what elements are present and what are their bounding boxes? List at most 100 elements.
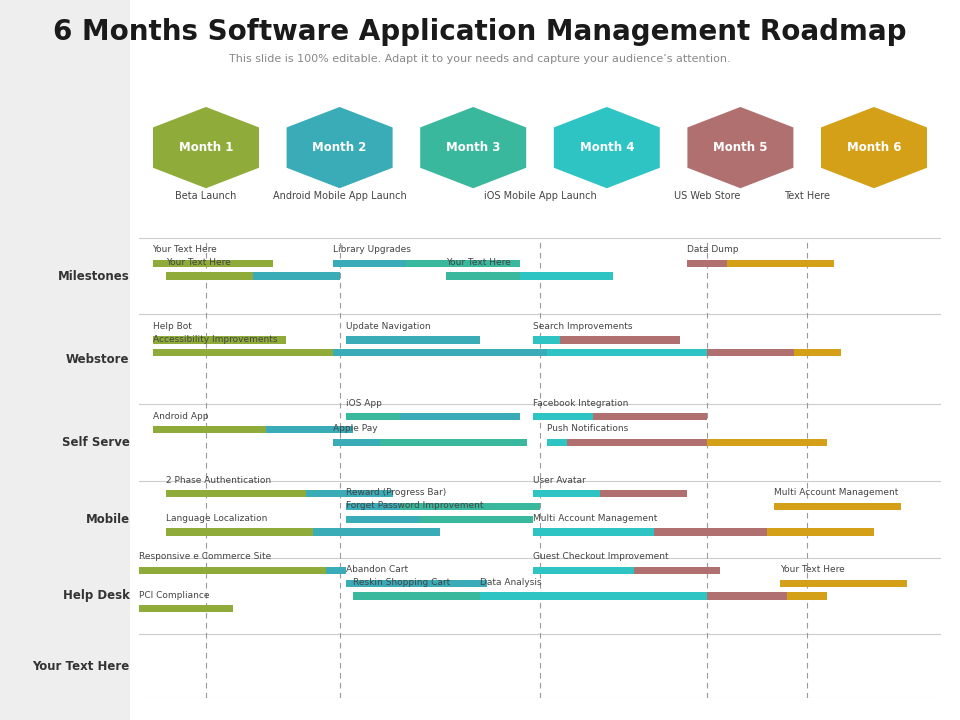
- FancyBboxPatch shape: [153, 349, 333, 356]
- FancyBboxPatch shape: [399, 413, 520, 420]
- FancyBboxPatch shape: [420, 516, 534, 523]
- Text: Responsive e Commerce Site: Responsive e Commerce Site: [139, 552, 272, 562]
- Text: Beta Launch: Beta Launch: [176, 191, 237, 201]
- Text: Android Mobile App Launch: Android Mobile App Launch: [273, 191, 406, 201]
- FancyBboxPatch shape: [534, 490, 600, 497]
- FancyBboxPatch shape: [600, 490, 687, 497]
- Text: PCI Compliance: PCI Compliance: [139, 591, 209, 600]
- FancyBboxPatch shape: [266, 426, 353, 433]
- FancyBboxPatch shape: [333, 439, 379, 446]
- Text: Search Improvements: Search Improvements: [534, 322, 633, 331]
- FancyBboxPatch shape: [546, 439, 566, 446]
- FancyBboxPatch shape: [707, 593, 787, 600]
- FancyBboxPatch shape: [166, 490, 306, 497]
- FancyBboxPatch shape: [333, 349, 546, 356]
- Text: Month 3: Month 3: [446, 141, 500, 154]
- FancyBboxPatch shape: [347, 336, 480, 343]
- Text: Push Notifications: Push Notifications: [546, 425, 628, 433]
- Text: Library Upgrades: Library Upgrades: [333, 246, 411, 254]
- FancyBboxPatch shape: [534, 528, 654, 536]
- FancyBboxPatch shape: [707, 349, 794, 356]
- FancyBboxPatch shape: [139, 567, 326, 574]
- Text: Update Navigation: Update Navigation: [347, 322, 431, 331]
- FancyBboxPatch shape: [480, 593, 707, 600]
- FancyBboxPatch shape: [399, 503, 540, 510]
- Text: Text Here: Text Here: [784, 191, 830, 201]
- FancyBboxPatch shape: [767, 528, 874, 536]
- Text: Month 1: Month 1: [179, 141, 233, 154]
- FancyBboxPatch shape: [166, 528, 313, 536]
- FancyBboxPatch shape: [634, 567, 720, 574]
- Text: Mobile: Mobile: [85, 513, 130, 526]
- FancyBboxPatch shape: [780, 580, 907, 587]
- Text: Month 6: Month 6: [847, 141, 901, 154]
- FancyBboxPatch shape: [687, 260, 727, 266]
- Text: 2 Phase Authentication: 2 Phase Authentication: [166, 476, 271, 485]
- FancyBboxPatch shape: [347, 580, 487, 587]
- FancyBboxPatch shape: [333, 260, 406, 266]
- Text: Milestones: Milestones: [58, 269, 130, 282]
- FancyBboxPatch shape: [353, 593, 534, 600]
- Text: Month 2: Month 2: [312, 141, 367, 154]
- FancyBboxPatch shape: [306, 490, 393, 497]
- Text: User Avatar: User Avatar: [534, 476, 586, 485]
- FancyBboxPatch shape: [313, 528, 440, 536]
- Text: iOS App: iOS App: [347, 399, 382, 408]
- FancyBboxPatch shape: [153, 260, 273, 266]
- Text: Language Localization: Language Localization: [166, 514, 267, 523]
- FancyBboxPatch shape: [707, 439, 828, 446]
- Text: Multi Account Management: Multi Account Management: [774, 488, 899, 498]
- FancyBboxPatch shape: [166, 272, 252, 279]
- FancyBboxPatch shape: [560, 336, 681, 343]
- Text: Your Text Here: Your Text Here: [153, 246, 217, 254]
- Text: Data Dump: Data Dump: [687, 246, 738, 254]
- Text: Your Text Here: Your Text Here: [33, 660, 130, 673]
- FancyBboxPatch shape: [787, 593, 828, 600]
- FancyBboxPatch shape: [727, 260, 834, 266]
- FancyBboxPatch shape: [534, 567, 634, 574]
- Text: Self Serve: Self Serve: [61, 436, 130, 449]
- Text: Abandon Cart: Abandon Cart: [347, 565, 408, 575]
- FancyBboxPatch shape: [347, 516, 420, 523]
- Text: Apple Pay: Apple Pay: [333, 425, 377, 433]
- FancyBboxPatch shape: [379, 439, 527, 446]
- Text: Webstore: Webstore: [66, 353, 130, 366]
- Text: Month 5: Month 5: [713, 141, 768, 154]
- FancyBboxPatch shape: [774, 503, 900, 510]
- FancyBboxPatch shape: [326, 567, 347, 574]
- Text: 6 Months Software Application Management Roadmap: 6 Months Software Application Management…: [53, 18, 907, 46]
- Text: Forget Password Improvement: Forget Password Improvement: [347, 501, 484, 510]
- Text: Facebook Integration: Facebook Integration: [534, 399, 629, 408]
- FancyBboxPatch shape: [139, 606, 232, 612]
- Text: Your Text Here: Your Text Here: [166, 258, 230, 267]
- Text: Accessibility Improvements: Accessibility Improvements: [153, 335, 277, 344]
- Text: US Web Store: US Web Store: [674, 191, 740, 201]
- Text: Reskin Shopping Cart: Reskin Shopping Cart: [353, 578, 450, 587]
- FancyBboxPatch shape: [520, 272, 613, 279]
- FancyBboxPatch shape: [347, 413, 399, 420]
- FancyBboxPatch shape: [534, 413, 593, 420]
- Text: Data Analysis: Data Analysis: [480, 578, 541, 587]
- FancyBboxPatch shape: [406, 260, 520, 266]
- Text: Month 4: Month 4: [580, 141, 634, 154]
- Text: Multi Account Management: Multi Account Management: [534, 514, 658, 523]
- Text: Help Desk: Help Desk: [62, 590, 130, 603]
- Text: iOS Mobile App Launch: iOS Mobile App Launch: [484, 191, 596, 201]
- FancyBboxPatch shape: [546, 349, 707, 356]
- Text: Your Text Here: Your Text Here: [446, 258, 512, 267]
- Text: Reward (Progress Bar): Reward (Progress Bar): [347, 488, 446, 498]
- FancyBboxPatch shape: [446, 272, 520, 279]
- FancyBboxPatch shape: [153, 426, 266, 433]
- Text: This slide is 100% editable. Adapt it to your needs and capture your audience’s : This slide is 100% editable. Adapt it to…: [229, 54, 731, 64]
- Text: Help Bot: Help Bot: [153, 322, 191, 331]
- FancyBboxPatch shape: [347, 503, 399, 510]
- Text: Guest Checkout Improvement: Guest Checkout Improvement: [534, 552, 669, 562]
- FancyBboxPatch shape: [593, 413, 707, 420]
- Text: Your Text Here: Your Text Here: [780, 565, 845, 575]
- FancyBboxPatch shape: [252, 272, 340, 279]
- FancyBboxPatch shape: [153, 336, 286, 343]
- FancyBboxPatch shape: [654, 528, 767, 536]
- FancyBboxPatch shape: [566, 439, 707, 446]
- FancyBboxPatch shape: [794, 349, 841, 356]
- Text: Android App: Android App: [153, 412, 208, 420]
